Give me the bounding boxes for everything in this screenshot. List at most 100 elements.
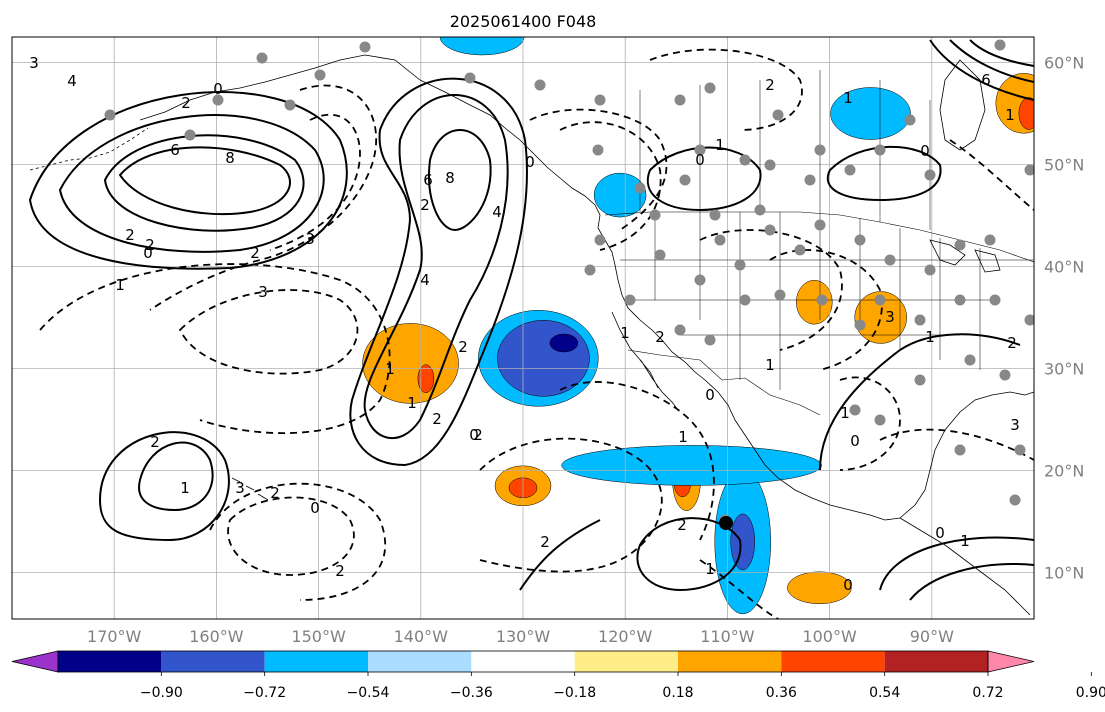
contour-label: 1: [765, 356, 775, 374]
station-marker: [674, 94, 686, 106]
colorbar-tick-label: −0.36: [450, 685, 493, 701]
contour-label: 6: [981, 71, 991, 89]
latitude-tick-labels: 10°N 20°N 30°N 40°N 50°N 60°N: [1044, 54, 1084, 583]
shaded-region: [417, 364, 435, 393]
hawaii: [231, 477, 269, 501]
shaded-region: [730, 513, 755, 571]
dashed-contour: [769, 249, 883, 371]
dashed-contour: [209, 482, 387, 601]
solid-contour: [879, 536, 1034, 601]
station-marker: [984, 234, 996, 246]
shaded-region: [830, 87, 911, 140]
station-marker: [999, 369, 1011, 381]
station-marker: [674, 324, 686, 336]
contour-label: 2: [150, 433, 160, 451]
great-lakes: [929, 239, 1001, 273]
station-marker: [679, 174, 691, 186]
station-marker: [844, 164, 856, 176]
na-west-coastline: [419, 79, 901, 521]
contour-label: 1: [115, 276, 125, 294]
station-marker: [854, 319, 866, 331]
lat-tick-label: 50°N: [1044, 156, 1084, 175]
hudson-bay: [939, 59, 986, 151]
station-marker: [816, 294, 828, 306]
colorbar-tick-label: 0.72: [972, 685, 1003, 701]
contour-label: 4: [420, 271, 430, 289]
station-marker: [874, 414, 886, 426]
colorbar-segment: [471, 651, 575, 672]
solid-contour: [819, 333, 1021, 471]
station-marker: [1009, 494, 1021, 506]
station-marker: [772, 109, 784, 121]
station-marker: [714, 234, 726, 246]
station-marker: [359, 41, 371, 53]
dashed-contour: [879, 428, 1034, 461]
dashed-contour: [149, 84, 378, 311]
contour-label: 8: [225, 149, 235, 167]
solid-contour: [428, 129, 492, 232]
alaska-coastline: [139, 54, 421, 121]
colorbar-segment: [264, 651, 368, 672]
station-marker: [994, 39, 1006, 51]
colorbar-tick-labels: −0.90 −0.72 −0.54 −0.36 −0.18 0.18 0.36 0.54 0.7…: [140, 672, 1105, 701]
lon-tick-label: 140°W: [394, 627, 449, 646]
solid-contour: [636, 517, 742, 592]
contour-label: 0: [705, 386, 715, 404]
station-marker: [954, 239, 966, 251]
station-marker: [754, 204, 766, 216]
station-marker: [704, 82, 716, 94]
contour-label: 2: [250, 244, 260, 262]
station-marker: [874, 294, 886, 306]
shaded-region: [593, 172, 647, 218]
contour-label: 3: [258, 283, 268, 301]
station-marker: [954, 294, 966, 306]
colorbar-segment: [781, 651, 885, 672]
station-marker: [649, 209, 661, 221]
station-marker: [924, 169, 936, 181]
dashed-contour: [479, 437, 663, 573]
station-marker: [874, 144, 886, 156]
station-marker: [1014, 444, 1026, 456]
lon-tick-label: 100°W: [802, 627, 857, 646]
dashed-contour: [529, 108, 668, 231]
contour-label: 2: [1007, 334, 1017, 352]
contour-label: 2: [181, 94, 191, 112]
contour-label: 0: [850, 432, 860, 450]
contour-label: 2: [420, 196, 430, 214]
shaded-region: [549, 333, 579, 353]
dashed-contour: [559, 381, 715, 541]
black-station-marker: [719, 516, 733, 530]
lat-tick-label: 40°N: [1044, 258, 1084, 277]
contour-label: 3: [885, 308, 895, 326]
shaded-region: [787, 571, 852, 605]
contour-label: 6: [423, 171, 433, 189]
colorbar-tick-label: 0.90: [1076, 685, 1105, 701]
contour-label: 0: [525, 153, 535, 171]
contour-label: 1: [960, 532, 970, 550]
colorbar-segment: [678, 651, 782, 672]
station-marker: [734, 259, 746, 271]
contour-label: 1: [1005, 106, 1015, 124]
dashed-contour: [39, 263, 391, 435]
station-marker: [694, 144, 706, 156]
station-marker: [464, 72, 476, 84]
station-marker: [739, 294, 751, 306]
lat-tick-label: 10°N: [1044, 564, 1084, 583]
contour-label: 2: [458, 338, 468, 356]
contour-label: 1: [407, 394, 417, 412]
contour-label: 4: [67, 72, 77, 90]
colorbar-frame: [57, 650, 989, 673]
contour-label: 6: [170, 141, 180, 159]
colorbar-segment: [58, 651, 162, 672]
dashed-contour: [269, 113, 361, 251]
contour-label: 1: [715, 136, 725, 154]
station-marker: [849, 404, 861, 416]
lat-tick-label: 30°N: [1044, 360, 1084, 379]
contour-label: 2: [765, 76, 775, 94]
solid-contour: [138, 441, 214, 512]
lat-tick-label: 20°N: [1044, 462, 1084, 481]
colorbar-extend-high: [987, 650, 1035, 673]
shaded-region: [854, 291, 907, 344]
contour-label: 1: [705, 560, 715, 578]
contour-label: 2: [270, 484, 280, 502]
